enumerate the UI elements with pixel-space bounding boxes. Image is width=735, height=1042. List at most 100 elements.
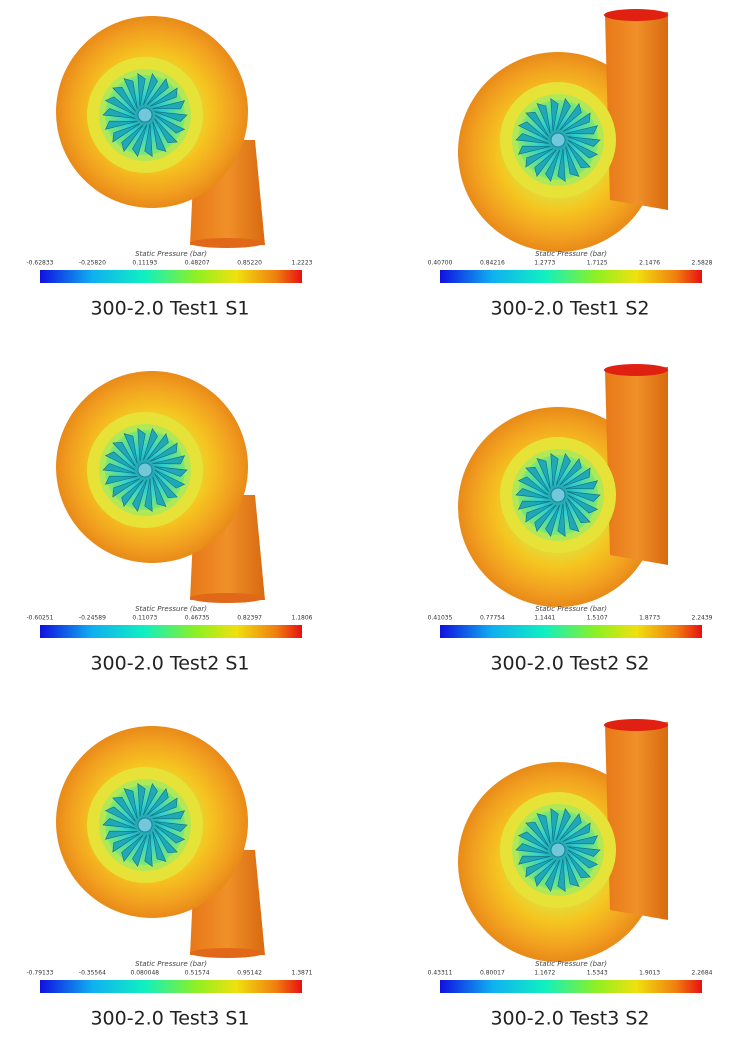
pipe-end [604,9,668,21]
blade [534,859,557,888]
blade [525,148,554,168]
colorbar-tick: 0.48207 [185,260,210,267]
blade [144,478,153,512]
blade [562,467,591,487]
blade [545,504,561,538]
colorbar [40,270,302,283]
blade [142,72,158,106]
blade [112,441,136,467]
blade [565,835,599,845]
blade [567,136,601,147]
blade [121,124,144,153]
blade [132,124,148,158]
blade [525,111,549,137]
blade [565,501,580,532]
blade [146,77,169,106]
blade [142,427,158,461]
blade [555,807,571,841]
outlet-pipe [605,367,668,565]
blade [104,120,138,130]
blade [102,818,136,829]
blade [550,808,559,842]
blade [567,498,591,524]
colorbar-tick: 0.77754 [480,615,505,622]
blade [112,478,141,498]
blade [102,108,136,119]
colorbar-tick: 0.080048 [130,970,159,977]
colorbar-tick: 0.82397 [237,615,262,622]
blade [562,112,591,132]
colorbar-title: Static Pressure (bar) [535,605,607,613]
panel: Static Pressure (bar) -0.62833 -0.25820 0.1… [27,16,313,320]
pipe-end [190,948,264,958]
blade [149,87,178,107]
caption: 300-2.0 Test3 S1 [90,1008,249,1030]
blade [137,428,146,462]
colorbar-title: Static Pressure (bar) [135,960,207,968]
colorbar-tick: 0.84216 [480,260,505,267]
blade [137,73,146,107]
blade [154,114,186,134]
blade [559,457,582,486]
colorbar-tick: 0.43311 [428,970,453,977]
pipe-end [604,719,668,731]
colorbar-tick: 1.8773 [639,615,660,622]
panel: Static Pressure (bar) 0.43311 0.80017 1.167… [428,719,713,1030]
caption: 300-2.0 Test1 S2 [490,298,649,320]
blade [517,500,551,510]
outlet-pipe [605,12,668,210]
blade [112,86,136,112]
hub [137,107,153,123]
blade [152,476,167,507]
caption: 300-2.0 Test3 S2 [490,1008,649,1030]
colorbar-tick: 0.95142 [237,970,262,977]
colorbar-tick: 1.1672 [534,970,555,977]
colorbar-tick: 1.1806 [292,615,313,622]
hub [137,817,153,833]
colorbar-tick: 0.46735 [185,615,210,622]
colorbar-tick: 1.3871 [292,970,313,977]
blade [149,442,178,462]
blade [146,787,169,816]
blade [154,111,188,122]
colorbar [440,625,702,638]
colorbar-tick: 0.41035 [428,615,453,622]
blade [149,797,178,817]
blade [515,843,549,854]
blade [557,503,566,537]
blade [555,452,571,486]
blade [536,103,551,134]
blade [152,455,186,465]
colorbar-title: Static Pressure (bar) [535,960,607,968]
colorbar-tick: -0.35564 [79,970,106,977]
blade [557,858,566,892]
blade [154,466,188,477]
blade [565,856,580,887]
blade [567,853,591,879]
colorbar [40,980,302,993]
blade [562,822,591,842]
colorbar-tick: 0.85220 [237,260,262,267]
colorbar-tick: 2.5828 [692,260,713,267]
colorbar-tick: 1.7125 [587,260,608,267]
blade [567,849,599,869]
blade [525,466,549,492]
blade [567,491,601,502]
colorbar [440,270,702,283]
blade [152,100,186,110]
blade [557,148,566,182]
blade [152,121,167,152]
blade [154,828,178,854]
blade [123,78,138,109]
colorbar-tick: 0.11193 [132,260,157,267]
pipe-end [604,364,668,376]
blade [515,133,549,144]
blade [536,458,551,489]
blade [154,821,188,832]
colorbar [40,625,302,638]
blade [550,453,559,487]
blade [517,855,551,865]
blade [121,479,144,508]
colorbar-tick: 0.51574 [185,970,210,977]
blade [534,149,557,178]
